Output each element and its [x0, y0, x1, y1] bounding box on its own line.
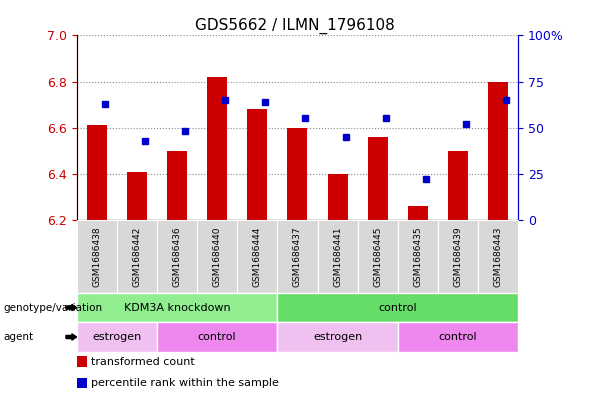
Text: control: control — [439, 332, 478, 342]
Text: GSM1686437: GSM1686437 — [293, 226, 302, 287]
Text: agent: agent — [3, 332, 33, 342]
Text: GSM1686435: GSM1686435 — [413, 226, 422, 287]
Text: GSM1686445: GSM1686445 — [373, 226, 382, 286]
Text: GSM1686436: GSM1686436 — [173, 226, 181, 287]
Text: estrogen: estrogen — [92, 332, 141, 342]
Bar — [247, 109, 267, 220]
Bar — [327, 174, 348, 220]
Text: control: control — [379, 303, 417, 312]
Bar — [287, 128, 307, 220]
Text: GSM1686440: GSM1686440 — [213, 226, 221, 286]
Bar — [368, 137, 388, 220]
Bar — [448, 151, 468, 220]
Text: KDM3A knockdown: KDM3A knockdown — [124, 303, 230, 312]
Text: GSM1686438: GSM1686438 — [92, 226, 101, 287]
Bar — [127, 172, 147, 220]
Text: GDS5662 / ILMN_1796108: GDS5662 / ILMN_1796108 — [194, 18, 395, 34]
Bar — [167, 151, 187, 220]
Text: GSM1686443: GSM1686443 — [494, 226, 503, 286]
Bar — [488, 82, 508, 220]
Text: GSM1686444: GSM1686444 — [253, 226, 262, 286]
Bar — [408, 206, 428, 220]
Text: GSM1686441: GSM1686441 — [333, 226, 342, 286]
Text: control: control — [198, 332, 236, 342]
Bar — [87, 125, 107, 220]
Text: percentile rank within the sample: percentile rank within the sample — [91, 378, 279, 388]
Bar — [207, 77, 227, 220]
Text: transformed count: transformed count — [91, 356, 195, 367]
Text: GSM1686442: GSM1686442 — [133, 226, 141, 286]
Text: genotype/variation: genotype/variation — [3, 303, 102, 312]
Text: estrogen: estrogen — [313, 332, 362, 342]
Text: GSM1686439: GSM1686439 — [454, 226, 462, 287]
